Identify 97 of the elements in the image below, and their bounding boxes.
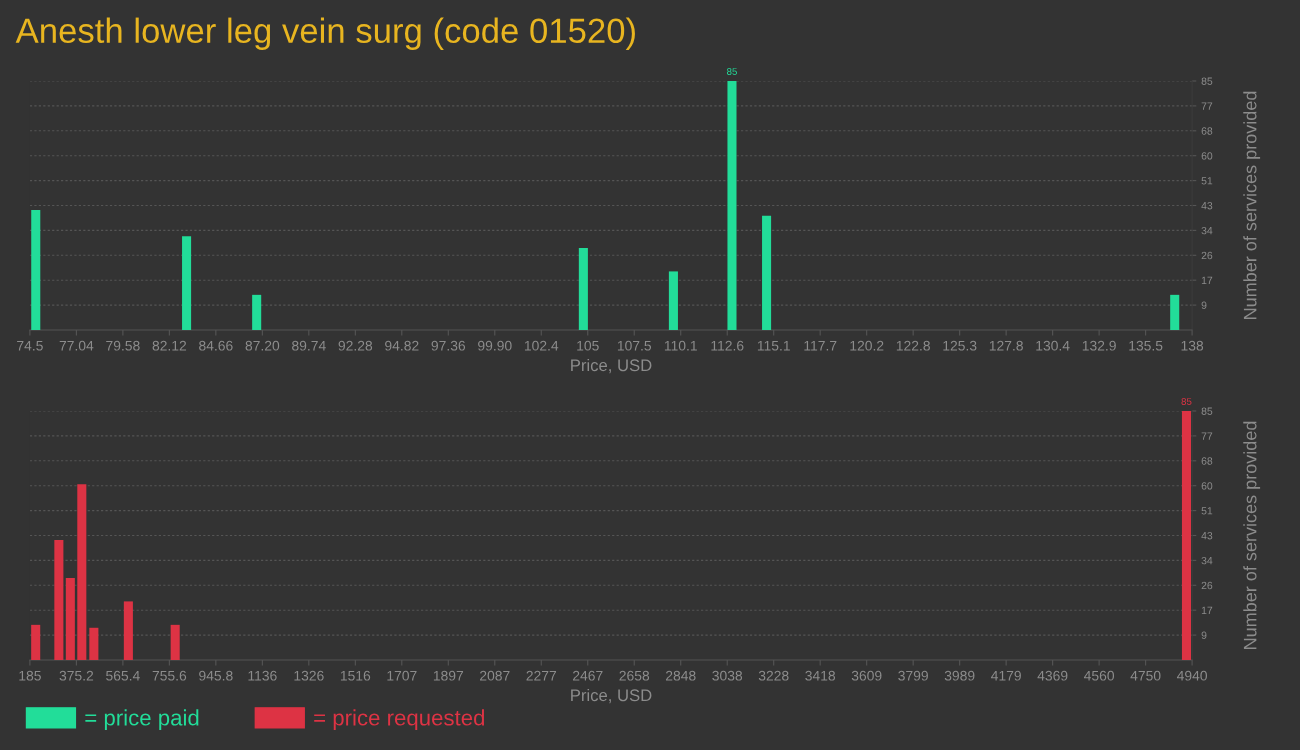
x-tick-label: 1516 bbox=[340, 670, 371, 681]
x-tick-label: 77.04 bbox=[59, 340, 94, 351]
y-axis-title: Number of services provided bbox=[1243, 91, 1261, 319]
bar bbox=[65, 577, 75, 660]
x-tick-label: 117.7 bbox=[804, 340, 837, 351]
x-tick-label: 127.8 bbox=[989, 340, 1023, 351]
bar bbox=[31, 624, 41, 660]
x-tick-label: 1707 bbox=[387, 670, 417, 681]
y-tick-label: 68 bbox=[1201, 127, 1213, 135]
bar bbox=[54, 539, 64, 660]
y-tick-label: 77 bbox=[1201, 432, 1213, 440]
x-tick-label: 1326 bbox=[294, 670, 324, 681]
x-axis-title: Price, USD bbox=[571, 358, 652, 374]
data-label: 85 bbox=[726, 68, 737, 75]
bar bbox=[170, 624, 180, 660]
x-tick-label: 4750 bbox=[1130, 670, 1161, 681]
x-axis-title: Price, USD bbox=[571, 688, 652, 704]
x-tick-label: 110.1 bbox=[664, 340, 697, 351]
y-tick-label: 17 bbox=[1201, 606, 1213, 614]
y-tick-label: 60 bbox=[1201, 482, 1213, 490]
bar bbox=[668, 271, 678, 330]
y-tick-label: 51 bbox=[1201, 507, 1213, 515]
y-tick-label: 60 bbox=[1201, 152, 1213, 160]
x-tick-label: 2277 bbox=[526, 670, 557, 681]
x-tick-label: 89.74 bbox=[292, 340, 326, 351]
x-tick-label: 375.2 bbox=[59, 670, 94, 681]
x-tick-label: 130.4 bbox=[1036, 340, 1070, 351]
x-tick-label: 112.6 bbox=[711, 340, 744, 351]
bar bbox=[1181, 411, 1192, 660]
x-tick-label: 74.5 bbox=[17, 340, 43, 351]
x-tick-label: 2467 bbox=[573, 670, 603, 681]
bar bbox=[123, 601, 133, 660]
bar bbox=[578, 247, 588, 330]
y-tick-label: 43 bbox=[1201, 202, 1213, 210]
legend-label: = price requested bbox=[314, 709, 485, 730]
x-tick-label: 97.36 bbox=[431, 340, 466, 351]
x-tick-label: 82.12 bbox=[152, 340, 187, 351]
x-tick-label: 102.4 bbox=[524, 340, 559, 351]
bar bbox=[727, 81, 737, 330]
x-tick-label: 1136 bbox=[248, 670, 277, 681]
x-tick-label: 4560 bbox=[1084, 670, 1115, 681]
data-label: 85 bbox=[1181, 398, 1192, 405]
bar bbox=[252, 294, 262, 330]
x-tick-label: 84.66 bbox=[199, 340, 233, 351]
y-tick-label: 9 bbox=[1201, 631, 1207, 639]
y-tick-label: 34 bbox=[1201, 226, 1213, 235]
x-tick-label: 3418 bbox=[805, 670, 836, 681]
y-tick-label: 17 bbox=[1201, 276, 1213, 284]
x-tick-label: 1897 bbox=[433, 670, 464, 681]
x-tick-label: 94.82 bbox=[385, 340, 419, 351]
bar bbox=[1170, 294, 1180, 330]
x-tick-label: 115.1 bbox=[757, 340, 790, 351]
y-tick-label: 9 bbox=[1201, 301, 1207, 309]
x-tick-label: 87.20 bbox=[245, 340, 280, 351]
bar bbox=[182, 236, 192, 330]
x-tick-label: 2658 bbox=[619, 670, 650, 681]
y-tick-label: 26 bbox=[1201, 251, 1213, 260]
y-tick-label: 34 bbox=[1201, 556, 1213, 565]
y-tick-label: 43 bbox=[1201, 532, 1213, 540]
x-tick-label: 135.5 bbox=[1129, 340, 1163, 351]
x-tick-label: 2848 bbox=[665, 670, 696, 681]
bar bbox=[762, 215, 772, 330]
x-tick-label: 3799 bbox=[898, 670, 928, 681]
y-tick-label: 51 bbox=[1201, 177, 1213, 185]
x-tick-label: 2087 bbox=[480, 670, 510, 681]
y-axis-title: Number of services provided bbox=[1243, 421, 1261, 649]
x-tick-label: 755.6 bbox=[152, 670, 187, 681]
y-tick-label: 77 bbox=[1201, 102, 1213, 110]
x-tick-label: 945.8 bbox=[199, 670, 233, 681]
x-tick-label: 565.4 bbox=[106, 670, 140, 681]
x-tick-label: 138 bbox=[1181, 340, 1204, 351]
legend-label: = price paid bbox=[85, 709, 199, 730]
x-tick-label: 3038 bbox=[712, 670, 743, 681]
x-tick-label: 3609 bbox=[851, 670, 882, 681]
y-tick-label: 85 bbox=[1201, 407, 1213, 415]
x-tick-label: 125.3 bbox=[943, 340, 977, 351]
x-tick-label: 3989 bbox=[944, 670, 975, 681]
x-tick-label: 107.5 bbox=[617, 340, 652, 351]
y-tick-label: 85 bbox=[1201, 77, 1213, 85]
x-tick-label: 4179 bbox=[991, 670, 1021, 681]
x-tick-label: 132.9 bbox=[1082, 340, 1116, 351]
x-tick-label: 122.8 bbox=[896, 340, 930, 351]
x-tick-label: 79.58 bbox=[106, 340, 140, 351]
x-tick-label: 120.2 bbox=[850, 340, 884, 351]
x-tick-label: 105 bbox=[577, 340, 599, 351]
x-tick-label: 185 bbox=[19, 670, 41, 681]
x-tick-label: 92.28 bbox=[338, 340, 373, 351]
x-tick-label: 99.90 bbox=[478, 340, 512, 351]
x-tick-label: 3228 bbox=[758, 670, 789, 681]
x-tick-label: 4369 bbox=[1037, 670, 1068, 681]
bar bbox=[89, 627, 99, 660]
y-tick-label: 68 bbox=[1201, 457, 1213, 465]
x-tick-label: 4940 bbox=[1176, 670, 1208, 681]
bar bbox=[77, 484, 87, 660]
y-tick-label: 26 bbox=[1201, 581, 1213, 590]
chart-title: Anesth lower leg vein surg (code 01520) bbox=[15, 17, 635, 50]
bar bbox=[31, 209, 41, 330]
